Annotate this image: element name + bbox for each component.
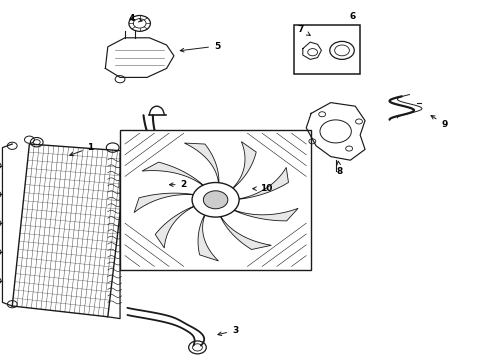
Circle shape	[203, 191, 228, 209]
Text: 2: 2	[170, 180, 187, 189]
Text: 4: 4	[128, 14, 142, 23]
Text: 1: 1	[70, 143, 94, 156]
Bar	[120, 130, 311, 270]
Polygon shape	[184, 143, 219, 188]
Text: 8: 8	[337, 161, 343, 176]
Circle shape	[30, 138, 43, 147]
Polygon shape	[155, 204, 199, 248]
Polygon shape	[219, 212, 271, 249]
Circle shape	[106, 143, 119, 152]
Text: 9: 9	[431, 116, 448, 129]
Text: 6: 6	[350, 12, 356, 21]
Polygon shape	[229, 141, 256, 192]
Circle shape	[192, 183, 239, 217]
Text: 3: 3	[218, 326, 238, 336]
Polygon shape	[134, 193, 199, 212]
Polygon shape	[233, 167, 289, 200]
Text: 7: 7	[297, 25, 310, 35]
Polygon shape	[198, 211, 219, 261]
Text: 5: 5	[180, 41, 220, 52]
Text: 10: 10	[253, 184, 272, 193]
Bar	[294, 25, 360, 74]
Polygon shape	[142, 162, 207, 189]
Polygon shape	[229, 208, 298, 221]
